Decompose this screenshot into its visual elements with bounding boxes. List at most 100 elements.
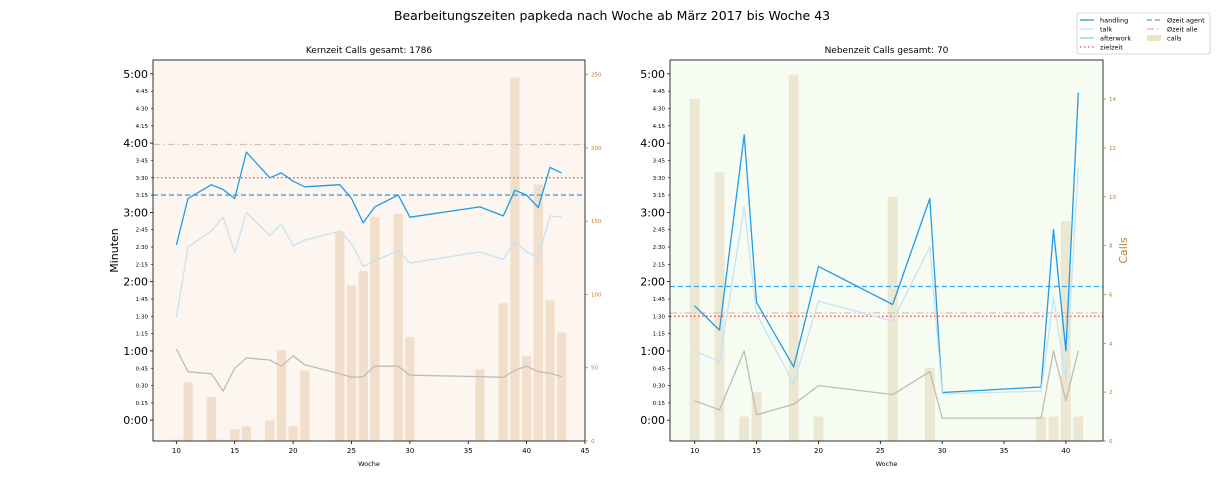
y-major-tick-label: 1:00 (123, 345, 148, 358)
figure-title: Bearbeitungszeiten papkeda nach Woche ab… (394, 8, 830, 23)
talk-series-line (694, 167, 1079, 395)
y-major-tick-label: 2:00 (123, 276, 148, 289)
y-minor-tick-label: 4:45 (653, 89, 666, 95)
calls-bar (521, 356, 532, 441)
y-minor-tick-label: 1:30 (653, 314, 666, 320)
legend-entry-agent: Øzeit agent (1147, 17, 1205, 25)
calls-bar (1073, 416, 1084, 441)
y-minor-tick-label: 4:45 (136, 89, 149, 95)
y-minor-tick-label: 3:45 (136, 158, 149, 164)
y-minor-tick-label: 3:15 (653, 193, 666, 199)
legend-box (1076, 12, 1211, 55)
legend-swatch (1147, 35, 1161, 41)
x-axis-label: Woche (358, 460, 380, 468)
calls-bar (405, 336, 415, 441)
x-tick-label: 20 (289, 447, 298, 455)
x-tick-label: 25 (347, 447, 356, 455)
legend-entry-zielzeit: zielzeit (1080, 44, 1123, 52)
y2-tick-label: 50 (591, 366, 598, 372)
calls-bar (714, 172, 725, 441)
y2-tick-label: 14 (1109, 97, 1116, 103)
y2-axis-label: Calls (1117, 237, 1130, 264)
y-minor-tick-label: 3:45 (653, 158, 666, 164)
calls-bar (335, 231, 345, 441)
legend-label: afterwork (1100, 35, 1131, 43)
y2-tick-label: 10 (1109, 195, 1116, 201)
chart-panel-1: Kernzeit Calls gesamt: 1786 10 15 20 25 30 35 4… (108, 46, 602, 468)
y-minor-tick-label: 2:15 (653, 262, 666, 268)
y-major-tick-label: 0:00 (640, 414, 665, 427)
afterwork-series-line (694, 350, 1079, 419)
calls-bar (556, 332, 567, 441)
calls-bar (358, 271, 368, 441)
calls-bar (739, 416, 750, 441)
legend-entry-afterwork: afterwork (1080, 35, 1131, 43)
y2-tick-label: 0 (1109, 439, 1113, 445)
y-minor-tick-label: 0:15 (136, 401, 149, 407)
y-minor-tick-label: 2:30 (653, 245, 666, 251)
handling-series-line (694, 92, 1079, 394)
calls-bar (230, 429, 240, 441)
y-minor-tick-label: 4:30 (136, 106, 149, 112)
calls-bar (510, 77, 520, 441)
x-tick-label: 35 (464, 447, 473, 455)
y2-tick-label: 4 (1109, 341, 1113, 347)
x-axis-label: Woche (876, 460, 898, 468)
x-tick-label: 40 (1061, 447, 1070, 455)
x-tick-label: 35 (1000, 447, 1009, 455)
y2-tick-label: 6 (1109, 292, 1113, 298)
calls-bar (171, 439, 182, 441)
y-minor-tick-label: 4:30 (653, 106, 666, 112)
y-major-tick-label: 2:00 (640, 276, 665, 289)
calls-bar (813, 416, 824, 441)
calls-bar (924, 367, 935, 441)
calls-bar (276, 350, 287, 441)
legend-label: Øzeit alle (1167, 26, 1198, 34)
legend-entry-alle: Øzeit alle (1147, 26, 1198, 34)
handling-series-line (175, 151, 562, 246)
y2-tick-label: 8 (1109, 244, 1113, 250)
calls-bar (206, 397, 217, 441)
y-minor-tick-label: 3:30 (136, 176, 149, 182)
y-minor-tick-label: 2:45 (136, 228, 149, 234)
calls-bar (788, 74, 799, 442)
y-minor-tick-label: 3:15 (136, 193, 149, 199)
plot-frame (669, 59, 1104, 442)
calls-bar (370, 216, 380, 441)
y2-tick-label: 100 (591, 292, 602, 298)
y2-tick-label: 150 (591, 219, 602, 225)
calls-bar (1048, 416, 1059, 441)
y-major-tick-label: 3:00 (123, 206, 148, 219)
y-major-tick-label: 1:00 (640, 345, 665, 358)
x-tick-label: 15 (230, 447, 239, 455)
y-minor-tick-label: 0:30 (653, 384, 666, 390)
calls-bar (265, 420, 275, 441)
y-major-tick-label: 4:00 (123, 137, 148, 150)
y-minor-tick-label: 3:30 (653, 176, 666, 182)
y2-tick-label: 0 (591, 439, 595, 445)
calls-bar (300, 370, 310, 441)
x-tick-label: 25 (876, 447, 885, 455)
calls-bar (1060, 221, 1071, 441)
y-minor-tick-label: 1:30 (136, 314, 149, 320)
afterwork-series-line (175, 348, 562, 392)
y-minor-tick-label: 4:15 (136, 124, 149, 130)
y2-tick-label: 12 (1109, 146, 1116, 152)
x-tick-label: 40 (522, 447, 531, 455)
panel-title: Nebenzeit Calls gesamt: 70 (825, 46, 949, 56)
y-minor-tick-label: 1:45 (136, 297, 149, 303)
calls-bar (183, 382, 193, 441)
y2-tick-label: 2 (1109, 390, 1113, 396)
y2-tick-label: 250 (591, 73, 602, 79)
legend-label: Øzeit agent (1167, 17, 1205, 25)
y-axis-label: Minuten (108, 228, 121, 273)
x-tick-label: 10 (690, 447, 699, 455)
calls-bar (475, 369, 485, 441)
y-minor-tick-label: 2:45 (653, 228, 666, 234)
talk-series-line (175, 211, 562, 318)
x-tick-label: 15 (752, 447, 761, 455)
